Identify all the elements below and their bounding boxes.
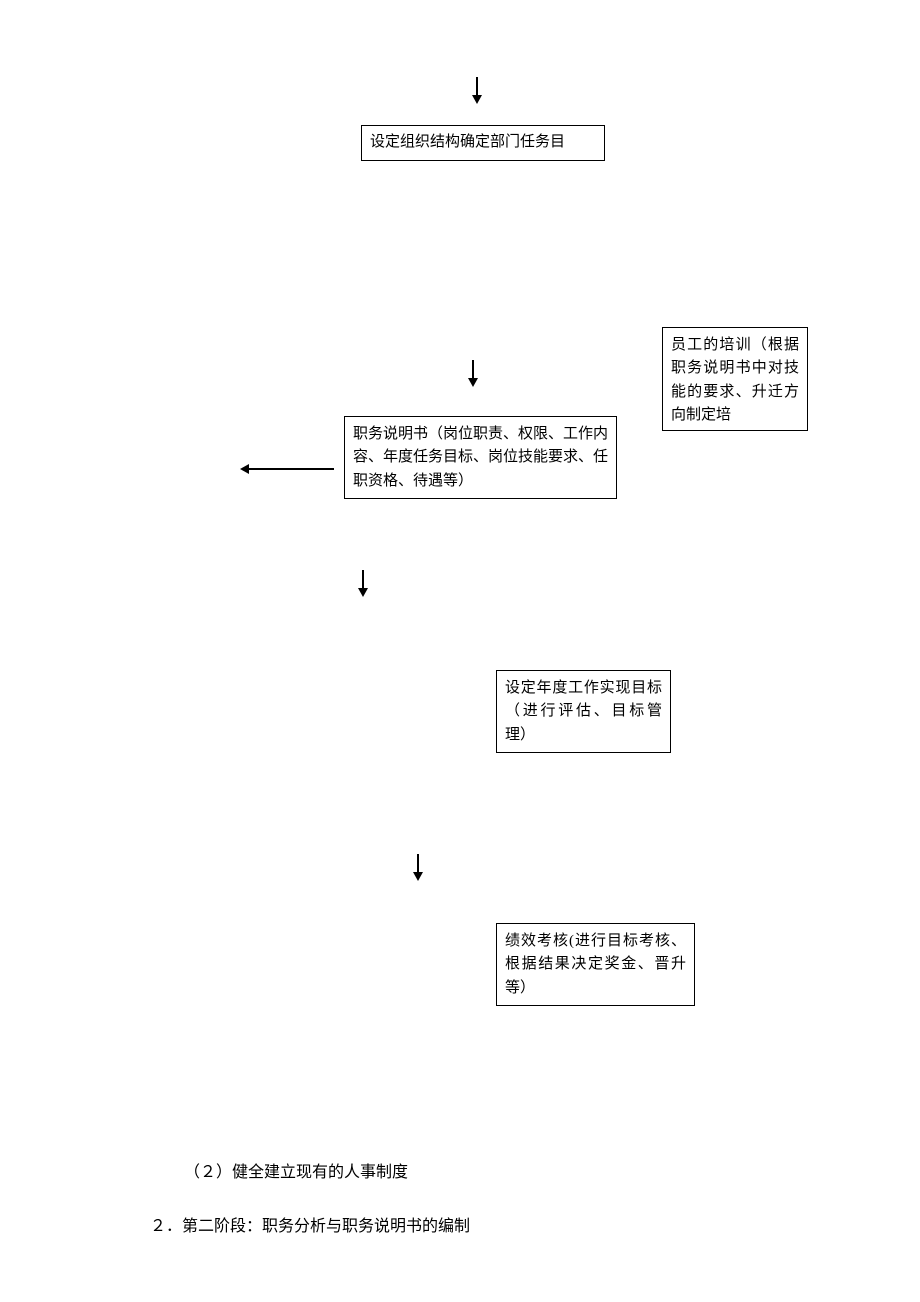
node-performance-review: 绩效考核(进行目标考核、根据结果决定奖金、晋升等） <box>496 923 695 1006</box>
node-label: 设定组织结构确定部门任务目 <box>370 131 565 154</box>
node-label: 职务说明书（岗位职责、权限、工作内容、年度任务目标、岗位技能要求、任职资格、待遇… <box>353 426 608 489</box>
node-label: 设定年度工作实现目标（进行评估、目标管理） <box>505 680 662 743</box>
body-text-content: （２）健全建立现有的人事制度 <box>184 1164 408 1181</box>
node-job-description: 职务说明书（岗位职责、权限、工作内容、年度任务目标、岗位技能要求、任职资格、待遇… <box>344 416 617 499</box>
body-text-item-2: （２）健全建立现有的人事制度 <box>184 1160 408 1186</box>
flowchart-canvas: 设定组织结构确定部门任务目 职务说明书（岗位职责、权限、工作内容、年度任务目标、… <box>0 0 920 1302</box>
body-text-stage-2: ２．第二阶段：职务分析与职务说明书的编制 <box>150 1214 470 1240</box>
node-org-structure: 设定组织结构确定部门任务目 <box>361 125 605 161</box>
arrow-down-2 <box>468 360 478 387</box>
node-annual-goals: 设定年度工作实现目标（进行评估、目标管理） <box>496 670 671 753</box>
node-label: 员工的培训（根据职务说明书中对技能的要求、升迁方向制定培 <box>671 337 799 423</box>
node-employee-training: 员工的培训（根据职务说明书中对技能的要求、升迁方向制定培 <box>662 327 808 431</box>
body-text-content: ２．第二阶段：职务分析与职务说明书的编制 <box>150 1218 470 1235</box>
arrow-down-1 <box>472 77 482 104</box>
arrow-left-1 <box>240 464 334 474</box>
node-label: 绩效考核(进行目标考核、根据结果决定奖金、晋升等） <box>505 933 686 996</box>
arrow-down-4 <box>413 854 423 881</box>
arrow-down-3 <box>358 570 368 597</box>
